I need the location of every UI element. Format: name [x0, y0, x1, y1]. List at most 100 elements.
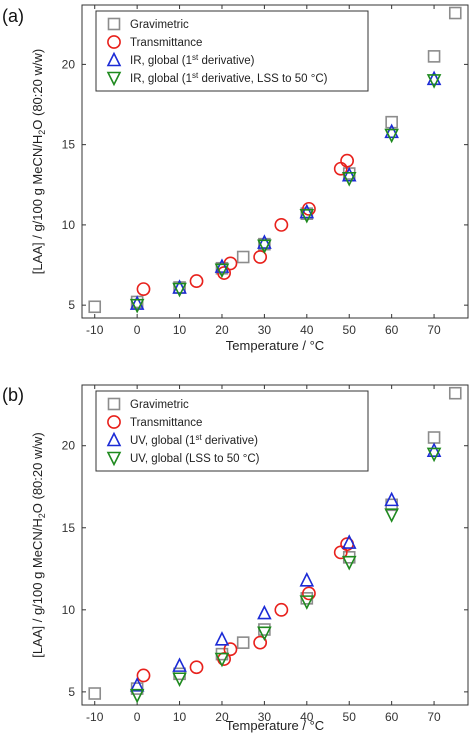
legend-label: Transmittance — [130, 417, 202, 429]
legend: Gravimetric Transmittance UV, global (1st … — [95, 390, 369, 472]
data-point — [253, 250, 268, 264]
y-tick-label: 10 — [62, 218, 76, 232]
series-triangle-down — [129, 447, 442, 704]
series-triangle-up — [129, 442, 442, 692]
data-point — [172, 279, 187, 294]
x-tick-label: 10 — [173, 323, 187, 337]
data-point — [426, 70, 442, 86]
data-point — [258, 237, 271, 251]
legend-marker — [106, 431, 122, 447]
x-tick-label: 20 — [215, 710, 229, 724]
x-tick-label: 70 — [427, 710, 441, 724]
data-point — [299, 571, 315, 587]
data-point — [341, 172, 357, 187]
data-point — [341, 534, 357, 549]
data-point — [426, 74, 442, 89]
legend: Gravimetric Transmittance IR, global (1st … — [95, 10, 369, 92]
y-tick-label: 10 — [62, 603, 76, 617]
x-tick-label: 20 — [215, 323, 229, 337]
legend-marker — [106, 51, 122, 67]
data-point — [384, 508, 399, 523]
panel-label: (a) — [2, 6, 24, 26]
legend-marker — [107, 397, 121, 411]
data-point — [214, 631, 230, 646]
data-point — [129, 295, 145, 310]
y-tick-label: 5 — [68, 685, 75, 699]
legend-marker — [107, 415, 121, 429]
y-tick-label: 15 — [62, 521, 76, 535]
legend-marker — [107, 35, 121, 49]
data-point — [385, 115, 398, 129]
x-tick-label: 50 — [343, 323, 357, 337]
data-point — [341, 555, 357, 571]
data-point — [257, 234, 272, 249]
data-point — [384, 123, 399, 139]
data-point — [189, 274, 204, 288]
panel-label: (b) — [2, 385, 24, 405]
y-tick-label: 20 — [62, 439, 76, 453]
legend-label: IR, global (1st derivative, LSS to 50 °C… — [130, 71, 328, 85]
data-point — [136, 668, 151, 683]
data-point — [299, 595, 315, 610]
data-point — [257, 239, 272, 255]
data-point — [274, 218, 289, 232]
data-point — [236, 250, 250, 264]
data-point — [172, 282, 187, 298]
y-axis-label: [LAA] / g/100 g MeCN/H2O (80:20 w/w) — [30, 432, 47, 657]
data-point — [299, 208, 315, 224]
legend-box — [95, 10, 369, 92]
series-circle — [136, 153, 355, 297]
data-point — [257, 604, 272, 620]
data-point — [427, 50, 441, 63]
legend-box — [95, 390, 369, 472]
x-tick-label: 60 — [385, 323, 399, 337]
x-tick-label: 70 — [427, 323, 441, 337]
series-triangle-down — [129, 74, 442, 314]
legend-label: IR, global (1st derivative) — [130, 53, 255, 67]
data-point — [88, 687, 102, 700]
legend-label: UV, global (LSS to 50 °C) — [130, 453, 260, 465]
x-axis-label: Temperature / °C — [226, 338, 324, 353]
y-tick-label: 5 — [68, 298, 75, 312]
data-point — [129, 298, 145, 314]
data-point — [172, 657, 187, 672]
x-axis-label: Temperature / °C — [226, 718, 324, 733]
data-point — [129, 688, 145, 704]
data-point — [214, 258, 230, 273]
y-tick-label: 20 — [62, 57, 76, 71]
data-point — [426, 447, 442, 463]
y-axis-label: [LAA] / g/100 g MeCN/H2O (80:20 w/w) — [30, 49, 47, 274]
x-tick-label: 40 — [300, 710, 314, 724]
x-tick-label: 30 — [258, 323, 272, 337]
data-point — [189, 660, 204, 675]
x-tick-label: 0 — [134, 710, 141, 724]
data-point — [448, 386, 462, 400]
x-tick-label: 60 — [385, 710, 399, 724]
data-point — [236, 636, 250, 649]
x-tick-label: 50 — [343, 710, 357, 724]
plot-area-frame — [81, 384, 469, 706]
data-point — [88, 300, 102, 314]
data-point — [257, 626, 272, 642]
data-point — [299, 203, 315, 219]
series-triangle-up — [129, 70, 442, 310]
data-point — [217, 266, 231, 280]
x-tick-label: 40 — [300, 323, 314, 337]
data-point — [426, 442, 442, 457]
data-point — [172, 672, 187, 688]
data-point — [427, 431, 441, 444]
series-circle — [136, 537, 355, 683]
data-point — [384, 128, 399, 144]
data-point — [253, 635, 268, 650]
data-point — [340, 153, 355, 168]
plot-area-frame — [81, 4, 469, 319]
legend-marker — [106, 71, 122, 87]
x-tick-label: 10 — [173, 710, 187, 724]
data-point — [302, 201, 316, 216]
legend-label: Gravimetric — [130, 19, 189, 31]
data-point — [214, 652, 230, 668]
data-point — [214, 263, 230, 279]
